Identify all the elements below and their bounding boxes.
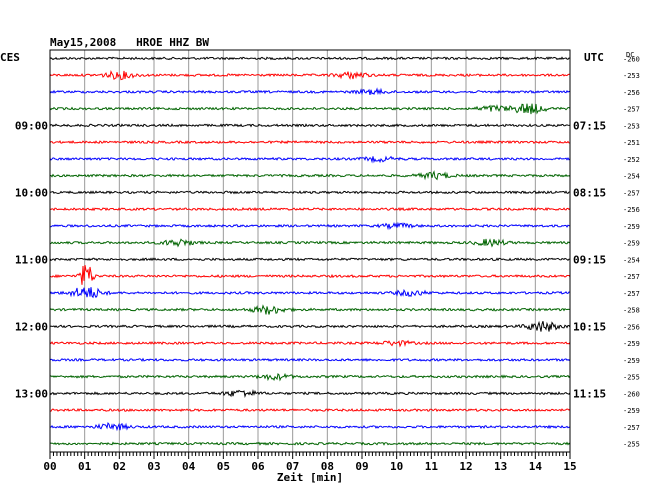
left-time-label: 13:00 (15, 387, 48, 400)
seismic-traces (49, 56, 571, 446)
grid-lines (84, 50, 536, 452)
x-axis-ticks: 00 01 02 03 04 05 06 07 08 09 10 11 12 13 14 15 (43, 452, 577, 473)
right-timezone-label: UTC (584, 51, 604, 64)
trace-line (49, 206, 571, 212)
x-tick-label: 14 (529, 460, 543, 473)
right-time-label: 07:15 (573, 119, 606, 132)
dc-offset-label: -253 (623, 122, 640, 130)
trace-line (49, 304, 571, 315)
right-time-label: 11:15 (573, 387, 606, 400)
dc-offset-label: -260 (623, 55, 640, 63)
trace-line (49, 372, 571, 382)
dc-offset-label: -251 (623, 139, 640, 147)
x-axis-title: Zeit [min] (277, 471, 343, 484)
left-time-label: 11:00 (15, 253, 48, 266)
trace-line (49, 139, 571, 145)
trace-line (49, 123, 571, 128)
dc-offset-label: -254 (623, 173, 640, 181)
dc-offset-label: -255 (623, 441, 640, 449)
trace-line (49, 339, 571, 348)
x-tick-label: 06 (251, 460, 265, 473)
x-tick-label: 03 (147, 460, 160, 473)
right-time-label: 10:15 (573, 320, 606, 333)
trace-line (49, 70, 571, 81)
trace-line (49, 287, 571, 299)
dc-offset-label: -259 (623, 240, 640, 248)
x-tick-label: 05 (217, 460, 230, 473)
x-tick-label: 04 (182, 460, 196, 473)
dc-offset-label: -256 (623, 89, 640, 97)
dc-offset-labels: -260 -253 -256 -257 -253 -251 -252 -254 -257 -256… (623, 55, 640, 448)
dc-offset-label: -257 (623, 106, 640, 114)
trace-line (49, 238, 571, 248)
dc-offset-label: -253 (623, 72, 640, 80)
x-tick-label: 00 (43, 460, 56, 473)
right-time-label: 08:15 (573, 186, 606, 199)
dc-header-label: DC (626, 51, 634, 59)
x-tick-label: 07 (286, 460, 299, 473)
trace-line (49, 422, 571, 432)
dc-offset-label: -258 (623, 307, 640, 315)
trace-line (49, 441, 571, 446)
x-tick-label: 15 (563, 460, 576, 473)
dc-offset-label: -256 (623, 323, 640, 331)
x-tick-label: 11 (425, 460, 439, 473)
left-time-label: 09:00 (15, 119, 48, 132)
dc-offset-label: -259 (623, 223, 640, 231)
x-tick-label: 08 (321, 460, 334, 473)
left-time-label: 12:00 (15, 320, 48, 333)
dc-offset-label: -256 (623, 206, 640, 214)
trace-line (49, 170, 571, 181)
dc-offset-label: -257 (623, 290, 640, 298)
trace-line (49, 155, 571, 164)
x-tick-label: 12 (459, 460, 472, 473)
right-time-label: 09:15 (573, 253, 606, 266)
dc-offset-label: -254 (623, 256, 640, 264)
x-tick-label: 13 (494, 460, 507, 473)
dc-offset-label: -257 (623, 189, 640, 197)
dc-offset-label: -259 (623, 340, 640, 348)
trace-line (49, 320, 571, 332)
left-timezone-label: CES (0, 51, 20, 64)
x-tick-label: 09 (355, 460, 368, 473)
dc-offset-label: -255 (623, 374, 640, 382)
trace-line (49, 87, 571, 96)
trace-line (49, 265, 571, 285)
chart-title: May15,2008 HROE HHZ BW (50, 36, 209, 49)
x-tick-label: 02 (113, 460, 126, 473)
trace-line (49, 103, 571, 115)
left-time-labels: 09:00 10:00 11:00 12:00 13:00 (15, 119, 48, 400)
right-time-labels: 07:15 08:15 09:15 10:15 11:15 (573, 119, 606, 400)
trace-line (49, 190, 571, 195)
x-tick-label: 10 (390, 460, 403, 473)
trace-line (49, 407, 571, 413)
trace-line (49, 357, 571, 363)
dc-offset-label: -257 (623, 273, 640, 281)
trace-line (49, 56, 571, 61)
dc-offset-label: -252 (623, 156, 640, 164)
dc-offset-label: -259 (623, 407, 640, 415)
trace-line (49, 389, 571, 399)
dc-offset-label: -260 (623, 390, 640, 398)
dc-offset-label: -257 (623, 424, 640, 432)
left-time-label: 10:00 (15, 186, 48, 199)
plot-frame (49, 49, 571, 453)
trace-line (50, 221, 570, 231)
dc-offset-label: -259 (623, 357, 640, 365)
x-tick-label: 01 (78, 460, 92, 473)
trace-line (49, 257, 571, 262)
